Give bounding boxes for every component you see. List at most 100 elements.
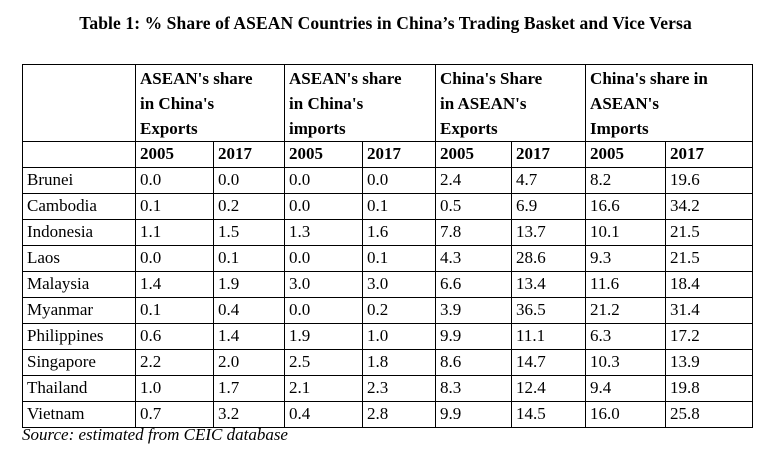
value-cell: 13.9	[665, 349, 754, 376]
value-cell: 0.5	[435, 193, 513, 220]
value-cell: 0.0	[284, 167, 364, 194]
value-cell: 2.3	[362, 375, 437, 402]
value-cell: 6.3	[585, 323, 667, 350]
value-cell: 7.8	[435, 219, 513, 246]
country-cell: Myanmar	[22, 297, 136, 324]
value-cell: 1.6	[362, 219, 437, 246]
group-header-line: ASEAN's share	[289, 69, 402, 88]
value-cell: 2.2	[135, 349, 214, 376]
value-cell: 1.1	[135, 219, 214, 246]
value-cell: 19.6	[665, 167, 754, 194]
table-row: Indonesia 1.1 1.5 1.3 1.6 7.8 13.7 10.1 21.5	[22, 219, 754, 246]
value-cell: 8.6	[435, 349, 513, 376]
value-cell: 0.1	[135, 297, 214, 324]
value-cell: 1.3	[284, 219, 364, 246]
group-header-row: ASEAN's share in China's Exports ASEAN's…	[22, 64, 754, 142]
value-cell: 3.0	[362, 271, 437, 298]
country-cell: Cambodia	[22, 193, 136, 220]
value-cell: 0.0	[135, 167, 214, 194]
table-row: Singapore 2.2 2.0 2.5 1.8 8.6 14.7 10.3 13.9	[22, 349, 754, 376]
country-cell: Laos	[22, 245, 136, 272]
value-cell: 21.5	[665, 219, 754, 246]
header-empty-cell	[22, 141, 136, 168]
year-header: 2005	[135, 141, 214, 168]
country-cell: Brunei	[22, 167, 136, 194]
value-cell: 19.8	[665, 375, 754, 402]
value-cell: 3.2	[212, 401, 286, 428]
value-cell: 0.1	[212, 245, 286, 272]
country-cell: Vietnam	[22, 401, 136, 428]
value-cell: 0.2	[362, 297, 437, 324]
value-cell: 31.4	[665, 297, 754, 324]
value-cell: 25.8	[665, 401, 754, 428]
value-cell: 0.0	[284, 193, 364, 220]
value-cell: 16.0	[585, 401, 667, 428]
value-cell: 1.8	[362, 349, 437, 376]
value-cell: 0.4	[212, 297, 286, 324]
value-cell: 14.5	[511, 401, 587, 428]
group-header-china-share-asean-imports: China's share in ASEAN's Imports	[585, 64, 754, 142]
value-cell: 0.4	[284, 401, 364, 428]
value-cell: 0.2	[212, 193, 286, 220]
table-row: Thailand 1.0 1.7 2.1 2.3 8.3 12.4 9.4 19.8	[22, 375, 754, 402]
group-header-line: China's Share	[440, 69, 543, 88]
value-cell: 13.4	[511, 271, 587, 298]
group-header-line: in China's	[289, 94, 364, 113]
value-cell: 0.0	[135, 245, 214, 272]
group-header-asean-share-china-imports: ASEAN's share in China's imports	[284, 64, 437, 142]
value-cell: 18.4	[665, 271, 754, 298]
value-cell: 0.7	[135, 401, 214, 428]
value-cell: 1.5	[212, 219, 286, 246]
year-header: 2017	[511, 141, 587, 168]
value-cell: 0.6	[135, 323, 214, 350]
value-cell: 2.4	[435, 167, 513, 194]
value-cell: 3.9	[435, 297, 513, 324]
country-cell: Thailand	[22, 375, 136, 402]
value-cell: 4.7	[511, 167, 587, 194]
value-cell: 1.9	[284, 323, 364, 350]
group-header-asean-share-china-exports: ASEAN's share in China's Exports	[134, 64, 286, 142]
value-cell: 13.7	[511, 219, 587, 246]
value-cell: 2.8	[362, 401, 437, 428]
value-cell: 21.5	[665, 245, 754, 272]
header-empty-cell	[22, 64, 136, 142]
value-cell: 0.0	[212, 167, 286, 194]
value-cell: 1.0	[135, 375, 214, 402]
value-cell: 36.5	[511, 297, 587, 324]
source-note: Source: estimated from CEIC database	[22, 425, 288, 444]
value-cell: 1.9	[212, 271, 286, 298]
value-cell: 28.6	[511, 245, 587, 272]
value-cell: 4.3	[435, 245, 513, 272]
trade-share-table: ASEAN's share in China's Exports ASEAN's…	[22, 64, 754, 428]
value-cell: 9.9	[435, 323, 513, 350]
table-row: Laos 0.0 0.1 0.0 0.1 4.3 28.6 9.3 21.5	[22, 245, 754, 272]
value-cell: 21.2	[585, 297, 667, 324]
value-cell: 0.0	[284, 245, 364, 272]
year-header: 2017	[665, 141, 754, 168]
value-cell: 1.7	[212, 375, 286, 402]
value-cell: 12.4	[511, 375, 587, 402]
year-header: 2017	[362, 141, 437, 168]
value-cell: 14.7	[511, 349, 587, 376]
country-cell: Singapore	[22, 349, 136, 376]
value-cell: 17.2	[665, 323, 754, 350]
value-cell: 10.3	[585, 349, 667, 376]
country-cell: Philippines	[22, 323, 136, 350]
value-cell: 1.4	[135, 271, 214, 298]
value-cell: 8.2	[585, 167, 667, 194]
year-header: 2017	[212, 141, 286, 168]
value-cell: 9.3	[585, 245, 667, 272]
group-header-line: Imports	[590, 119, 649, 138]
group-header-line: in ASEAN's	[440, 94, 527, 113]
value-cell: 0.1	[135, 193, 214, 220]
value-cell: 1.0	[362, 323, 437, 350]
value-cell: 0.1	[362, 193, 437, 220]
year-header: 2005	[284, 141, 364, 168]
value-cell: 16.6	[585, 193, 667, 220]
value-cell: 2.5	[284, 349, 364, 376]
group-header-line: Exports	[440, 119, 498, 138]
group-header-line: in China's	[140, 94, 215, 113]
table-row: Vietnam 0.7 3.2 0.4 2.8 9.9 14.5 16.0 25.8	[22, 401, 754, 428]
value-cell: 0.0	[284, 297, 364, 324]
table-row: Cambodia 0.1 0.2 0.0 0.1 0.5 6.9 16.6 34.2	[22, 193, 754, 220]
